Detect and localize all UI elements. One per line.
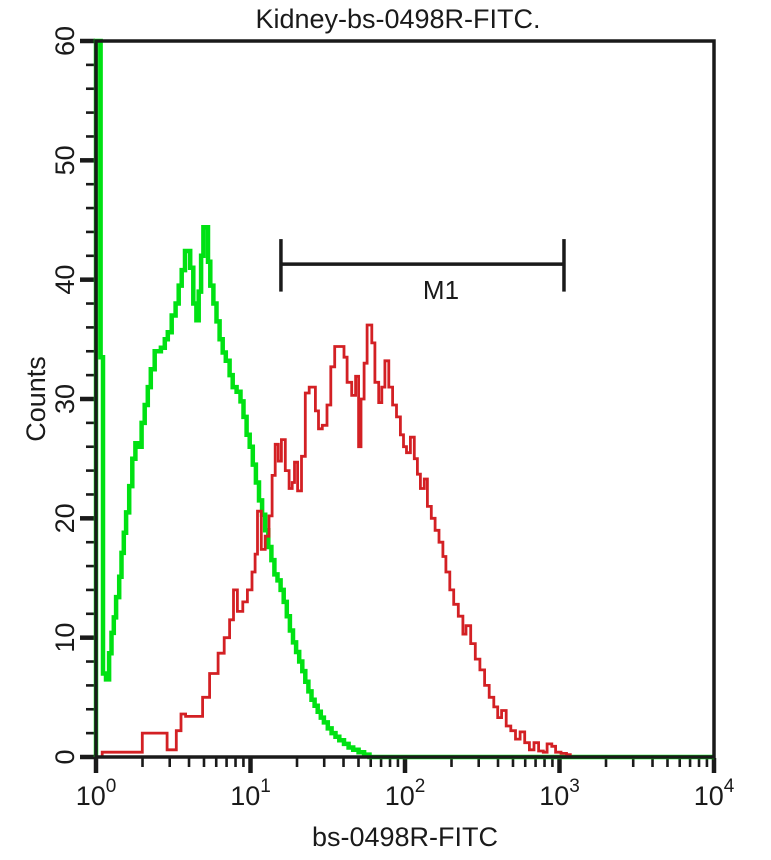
- x-tick-label: 100: [76, 776, 117, 811]
- y-tick-label: 40: [50, 265, 80, 295]
- x-tick-label: 101: [230, 776, 271, 811]
- plot-border: [94, 39, 716, 759]
- x-axis-label: bs-0498R-FITC: [312, 822, 498, 852]
- series-curve-red-sample: [100, 323, 572, 757]
- y-tick-label: 60: [50, 26, 80, 56]
- y-tick-label: 20: [50, 503, 80, 533]
- y-tick-label: 0: [50, 749, 80, 764]
- x-tick-label: 103: [539, 776, 580, 811]
- y-tick-label: 10: [50, 623, 80, 653]
- series-curve-green-control: [93, 38, 714, 760]
- x-tick-label: 104: [694, 776, 735, 811]
- y-axis-label: Counts: [21, 356, 51, 442]
- x-tick-label: 102: [385, 776, 426, 811]
- y-tick-label: 30: [50, 384, 80, 414]
- chart-title: Kidney-bs-0498R-FITC.: [255, 4, 540, 34]
- plot-dynamic-content: 100 101 102 103 104 0 10 20 30 40 50 60 M1: [50, 26, 735, 811]
- m1-gate-label: M1: [423, 275, 459, 305]
- y-tick-label: 50: [50, 145, 80, 175]
